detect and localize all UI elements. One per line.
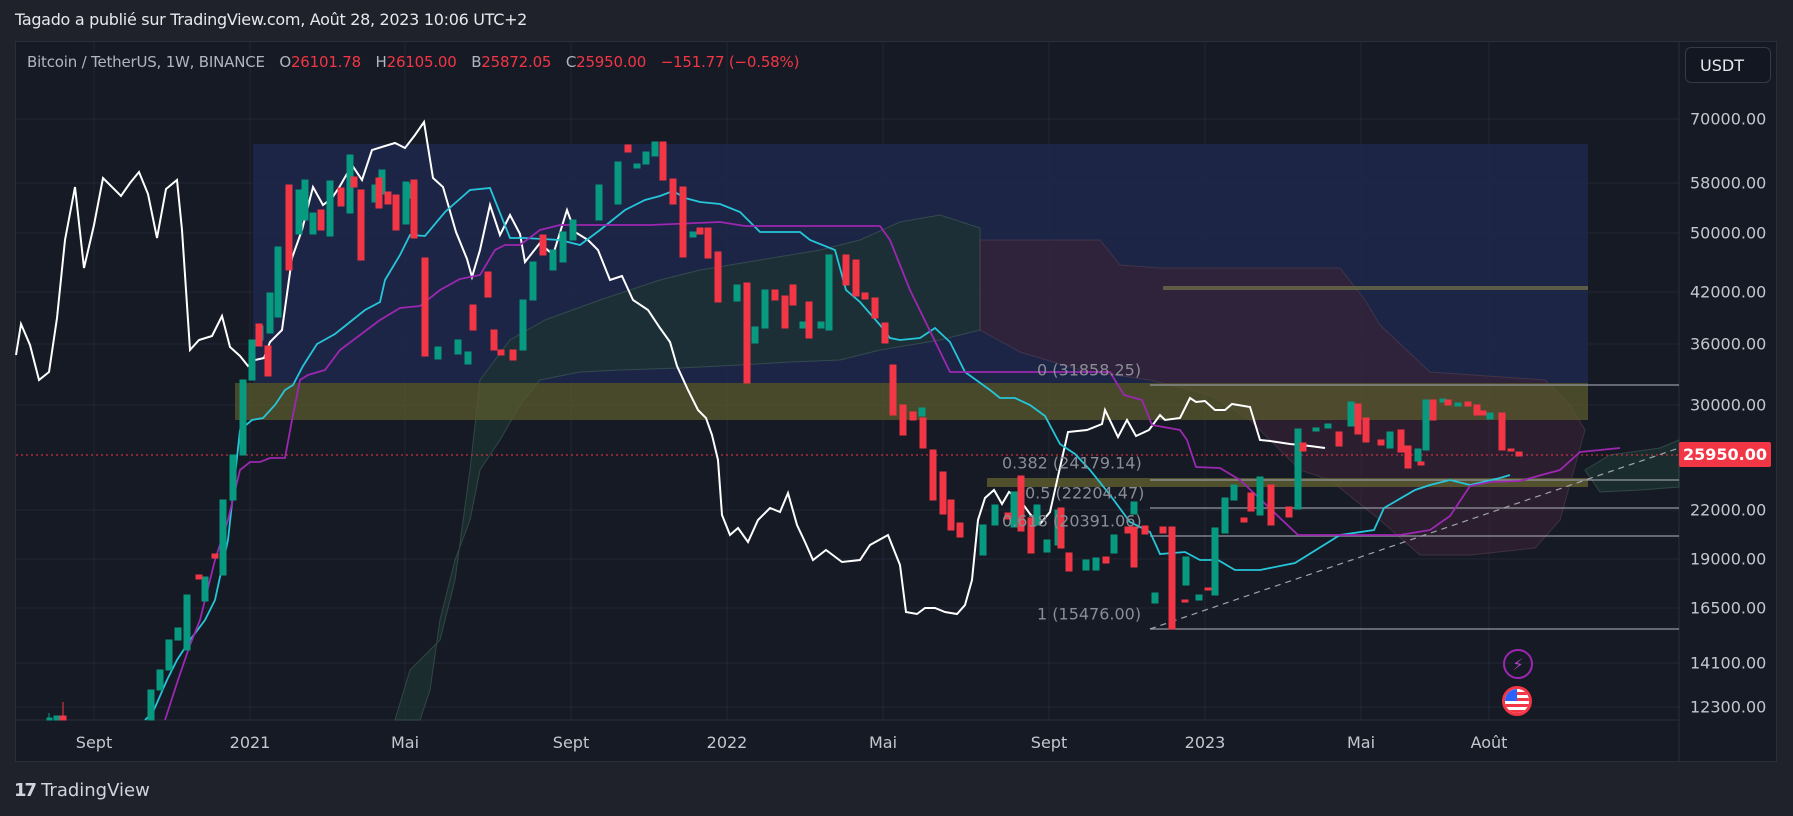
- time-tick: Mai: [868, 733, 898, 752]
- fib-level-0: 0 (31858.25): [1037, 360, 1142, 380]
- support-zone: [987, 478, 1588, 487]
- tenkan-line: [144, 187, 1511, 721]
- us-flag-icon[interactable]: [1502, 686, 1532, 716]
- price-tick: 14100.00: [1690, 653, 1767, 673]
- open-value: 26101.78: [290, 53, 361, 71]
- high-value: 26105.00: [386, 53, 457, 71]
- low-value: 25872.05: [481, 53, 552, 71]
- time-tick: 2023: [1184, 733, 1226, 752]
- price-tick: 30000.00: [1690, 395, 1767, 415]
- tradingview-logo-icon: 17: [14, 780, 37, 801]
- time-tick: Sept: [75, 733, 113, 752]
- level-line-42000: [1163, 286, 1588, 290]
- time-tick: 2022: [706, 733, 748, 752]
- price-tick: 19000.00: [1690, 549, 1767, 569]
- chikou-span: [15, 119, 1326, 616]
- symbol-name: Bitcoin / TetherUS, 1W, BINANCE: [27, 53, 265, 71]
- fib-level-0382: 0.382 (24179.14): [1002, 453, 1142, 473]
- time-tick: Août: [1470, 733, 1508, 752]
- current-price-badge: 25950.00: [1679, 442, 1771, 467]
- close-value: 25950.00: [576, 53, 647, 71]
- price-tick: 42000.00: [1690, 282, 1767, 302]
- fib-level-05: 0.5 (22204.47): [1025, 483, 1145, 503]
- fib-level-1: 1 (15476.00): [1037, 604, 1142, 624]
- tradingview-brand[interactable]: 17 TradingView: [14, 780, 150, 801]
- price-tick: 12300.00: [1690, 697, 1767, 717]
- price-tick: 70000.00: [1690, 109, 1767, 129]
- price-tick: 58000.00: [1690, 173, 1767, 193]
- time-tick: Sept: [552, 733, 590, 752]
- price-tick: 50000.00: [1690, 223, 1767, 243]
- fib-level-0618: 0.618 (20391.06): [1002, 511, 1142, 531]
- price-tick: 16500.00: [1690, 598, 1767, 618]
- time-tick: Mai: [1346, 733, 1376, 752]
- time-tick: Mai: [390, 733, 420, 752]
- ichimoku-cloud-future: [1584, 439, 1680, 493]
- candles: [46, 141, 1523, 721]
- time-tick: Sept: [1030, 733, 1068, 752]
- currency-button[interactable]: USDT: [1685, 47, 1771, 83]
- price-tick: 36000.00: [1690, 334, 1767, 354]
- ichimoku-cloud-bull: [394, 214, 981, 721]
- symbol-legend: Bitcoin / TetherUS, 1W, BINANCE O26101.7…: [27, 53, 800, 71]
- publish-info: Tagado a publié sur TradingView.com, Aoû…: [15, 10, 528, 29]
- fibonacci-lines: [1150, 384, 1679, 630]
- trendline: [1149, 447, 1680, 630]
- time-tick: 2021: [229, 733, 271, 752]
- price-tick: 22000.00: [1690, 500, 1767, 520]
- brand-name: TradingView: [41, 780, 150, 801]
- kijun-line: [164, 221, 1621, 721]
- lightning-icon[interactable]: ⚡: [1503, 649, 1533, 679]
- change-value: −151.77 (−0.58%): [660, 53, 800, 71]
